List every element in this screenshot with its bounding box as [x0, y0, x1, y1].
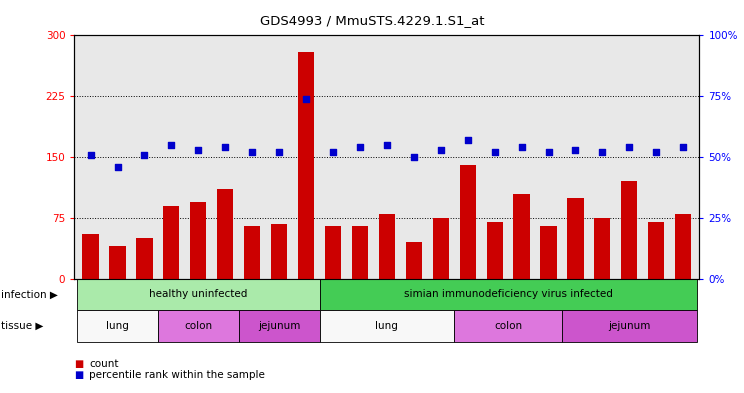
- Text: GDS4993 / MmuSTS.4229.1.S1_at: GDS4993 / MmuSTS.4229.1.S1_at: [260, 14, 484, 27]
- Text: count: count: [89, 358, 119, 369]
- Point: [193, 147, 205, 153]
- Point: [354, 144, 366, 151]
- Point: [327, 149, 339, 155]
- Bar: [163, 206, 179, 279]
- Bar: [675, 214, 691, 279]
- Bar: [540, 226, 557, 279]
- Bar: [109, 246, 126, 279]
- Bar: [562, 310, 696, 342]
- Point: [85, 151, 97, 158]
- Point: [112, 163, 124, 170]
- Bar: [244, 226, 260, 279]
- Bar: [319, 279, 696, 310]
- Bar: [433, 218, 449, 279]
- Point: [165, 142, 177, 148]
- Text: ■: ■: [74, 358, 83, 369]
- Bar: [352, 226, 368, 279]
- Bar: [325, 226, 341, 279]
- Bar: [319, 310, 455, 342]
- Bar: [594, 218, 611, 279]
- Text: colon: colon: [494, 321, 522, 331]
- Text: healthy uninfected: healthy uninfected: [149, 290, 248, 299]
- Bar: [271, 224, 287, 279]
- Bar: [379, 214, 395, 279]
- Point: [219, 144, 231, 151]
- Bar: [405, 242, 422, 279]
- Point: [569, 147, 581, 153]
- Bar: [513, 193, 530, 279]
- Bar: [460, 165, 475, 279]
- Point: [623, 144, 635, 151]
- Point: [300, 95, 312, 102]
- Text: tissue ▶: tissue ▶: [1, 321, 44, 331]
- Text: infection ▶: infection ▶: [1, 290, 58, 299]
- Bar: [455, 310, 562, 342]
- Point: [677, 144, 689, 151]
- Text: percentile rank within the sample: percentile rank within the sample: [89, 370, 265, 380]
- Bar: [217, 189, 234, 279]
- Point: [516, 144, 527, 151]
- Bar: [487, 222, 503, 279]
- Text: lung: lung: [376, 321, 398, 331]
- Text: ■: ■: [74, 370, 83, 380]
- Text: lung: lung: [106, 321, 129, 331]
- Point: [489, 149, 501, 155]
- Bar: [568, 198, 583, 279]
- Point: [381, 142, 393, 148]
- Bar: [136, 238, 153, 279]
- Text: colon: colon: [185, 321, 212, 331]
- Point: [408, 154, 420, 160]
- Bar: [158, 310, 239, 342]
- Bar: [621, 181, 638, 279]
- Bar: [239, 310, 319, 342]
- Text: jejunum: jejunum: [608, 321, 650, 331]
- Point: [246, 149, 258, 155]
- Bar: [83, 234, 99, 279]
- Bar: [77, 279, 319, 310]
- Bar: [77, 310, 158, 342]
- Point: [138, 151, 150, 158]
- Point: [434, 147, 446, 153]
- Bar: [190, 202, 206, 279]
- Bar: [648, 222, 664, 279]
- Point: [542, 149, 554, 155]
- Text: simian immunodeficiency virus infected: simian immunodeficiency virus infected: [404, 290, 612, 299]
- Point: [273, 149, 285, 155]
- Text: jejunum: jejunum: [258, 321, 301, 331]
- Point: [597, 149, 609, 155]
- Point: [462, 137, 474, 143]
- Bar: [298, 51, 314, 279]
- Point: [650, 149, 662, 155]
